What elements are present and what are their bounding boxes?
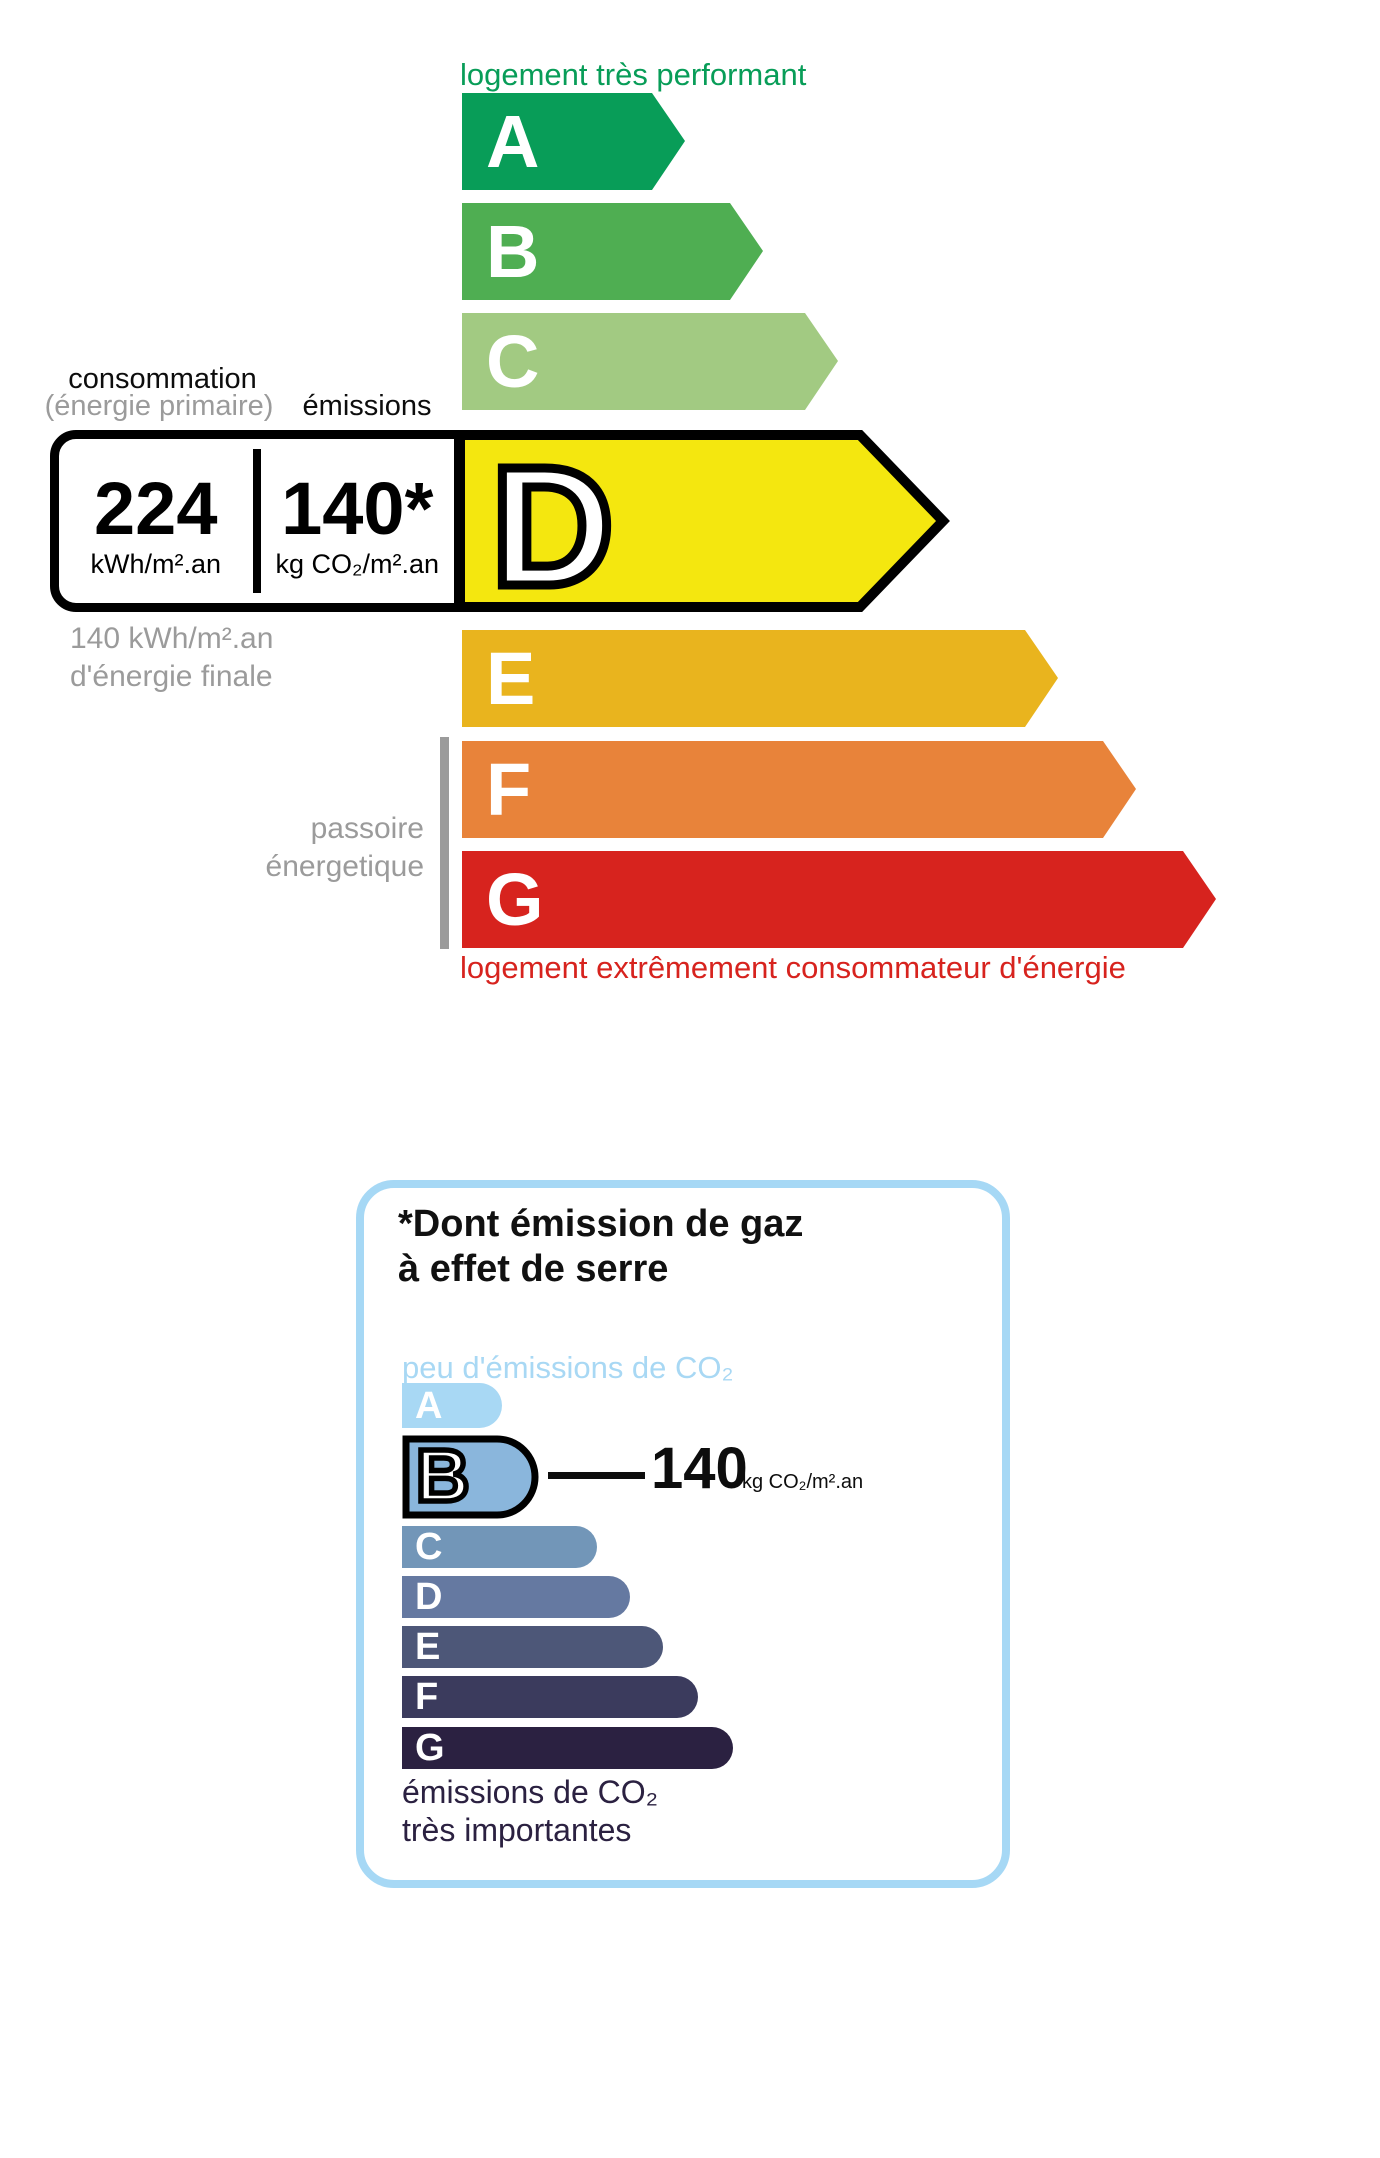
co2-value-column: 140* kg CO₂/m².an xyxy=(261,439,455,603)
co2-high-label: émissions de CO₂ très importantes xyxy=(402,1773,658,1850)
energy-grade-e-letter: E xyxy=(486,636,536,720)
energy-grade-b-bar: B xyxy=(462,203,730,300)
co2-grade-d-letter: D xyxy=(415,1576,443,1618)
header-consumption: consommation xyxy=(68,363,257,395)
co2-grade-b-letter: B xyxy=(416,1435,469,1517)
energy-grade-g-bar: G xyxy=(462,851,1183,948)
energy-grade-c-letter: C xyxy=(486,319,540,403)
energy-grade-a-letter: A xyxy=(486,99,540,183)
energy-grade-f: F xyxy=(462,741,1136,838)
passoire-range-bar xyxy=(440,737,449,949)
co2-unit: kg CO₂/m².an xyxy=(275,549,440,579)
co2-box-title-line1: *Dont émission de gaz xyxy=(398,1203,804,1245)
final-energy-note-line1: 140 kWh/m².an xyxy=(70,622,274,655)
energy-grade-f-bar: F xyxy=(462,741,1103,838)
co2-grade-b-selected: B xyxy=(402,1435,539,1519)
final-energy-note: 140 kWh/m².an d'énergie finale xyxy=(70,620,273,695)
co2-grade-f-letter: F xyxy=(415,1676,439,1718)
co2-grade-g: G xyxy=(402,1727,733,1769)
co2-high-label-line1: émissions de CO₂ xyxy=(402,1774,659,1810)
label-energy-consuming: logement extrêmement consommateur d'éner… xyxy=(460,950,1126,985)
co2-low-label: peu d'émissions de CO₂ xyxy=(402,1350,734,1385)
header-energy-type: (énergie primaire) xyxy=(44,390,274,422)
passoire-label: passoire énergetique xyxy=(240,810,424,885)
energy-grade-g: G xyxy=(462,851,1216,948)
energy-grade-g-tip xyxy=(1183,851,1216,948)
co2-grade-f: F xyxy=(402,1676,698,1718)
energy-grade-b-tip xyxy=(730,203,763,300)
energy-grade-f-tip xyxy=(1103,741,1136,838)
consumption-value-box: 224 kWh/m².an 140* kg CO₂/m².an xyxy=(50,430,463,612)
co2-grade-b-badge xyxy=(402,1435,539,1519)
passoire-label-line2: énergetique xyxy=(265,849,424,883)
energy-grade-a-tip xyxy=(652,93,685,190)
energy-grade-c: C xyxy=(462,313,838,410)
co2-emissions-box: *Dont émission de gaz à effet de serre p… xyxy=(356,1180,1010,1888)
energy-value: 224 xyxy=(94,467,218,550)
energy-grade-b-letter: B xyxy=(486,209,540,293)
header-emissions: émissions xyxy=(302,390,432,422)
energy-grade-a-bar: A xyxy=(462,93,652,190)
co2-grade-a: A xyxy=(402,1383,502,1428)
energy-grade-e-tip xyxy=(1025,630,1058,727)
co2-grade-d: D xyxy=(402,1576,630,1618)
energy-value-column: 224 kWh/m².an xyxy=(59,439,253,603)
energy-grade-g-letter: G xyxy=(486,857,544,941)
co2-box-value: 140 xyxy=(651,1436,748,1501)
co2-grade-g-letter: G xyxy=(415,1727,445,1769)
co2-grade-a-letter: A xyxy=(415,1384,443,1427)
energy-grade-c-tip xyxy=(805,313,838,410)
co2-grade-c: C xyxy=(402,1526,597,1568)
energy-unit: kWh/m².an xyxy=(90,549,222,579)
energy-grade-e-bar: E xyxy=(462,630,1025,727)
energy-grade-a: A xyxy=(462,93,685,190)
co2-value: 140* xyxy=(281,467,434,550)
co2-value-connector-line xyxy=(548,1472,645,1479)
co2-grade-e-letter: E xyxy=(415,1626,441,1668)
co2-box-title-line2: à effet de serre xyxy=(398,1247,669,1290)
co2-high-label-line2: très importantes xyxy=(402,1812,632,1849)
co2-grade-c-letter: C xyxy=(415,1526,443,1568)
energy-grade-d-selected: D xyxy=(455,430,950,612)
energy-grade-d-letter: D xyxy=(491,432,614,612)
label-very-performant: logement très performant xyxy=(460,57,807,92)
passoire-label-line1: passoire xyxy=(310,812,424,845)
energy-grade-c-bar: C xyxy=(462,313,805,410)
co2-box-title: *Dont émission de gaz à effet de serre xyxy=(398,1202,803,1292)
energy-grade-b: B xyxy=(462,203,763,300)
value-box-divider xyxy=(252,449,261,593)
final-energy-note-line2: d'énergie finale xyxy=(70,659,273,693)
co2-grade-e: E xyxy=(402,1626,663,1668)
energy-grade-f-letter: F xyxy=(486,747,532,831)
energy-grade-e: E xyxy=(462,630,1058,727)
co2-box-unit: kg CO₂/m².an xyxy=(742,1471,864,1493)
